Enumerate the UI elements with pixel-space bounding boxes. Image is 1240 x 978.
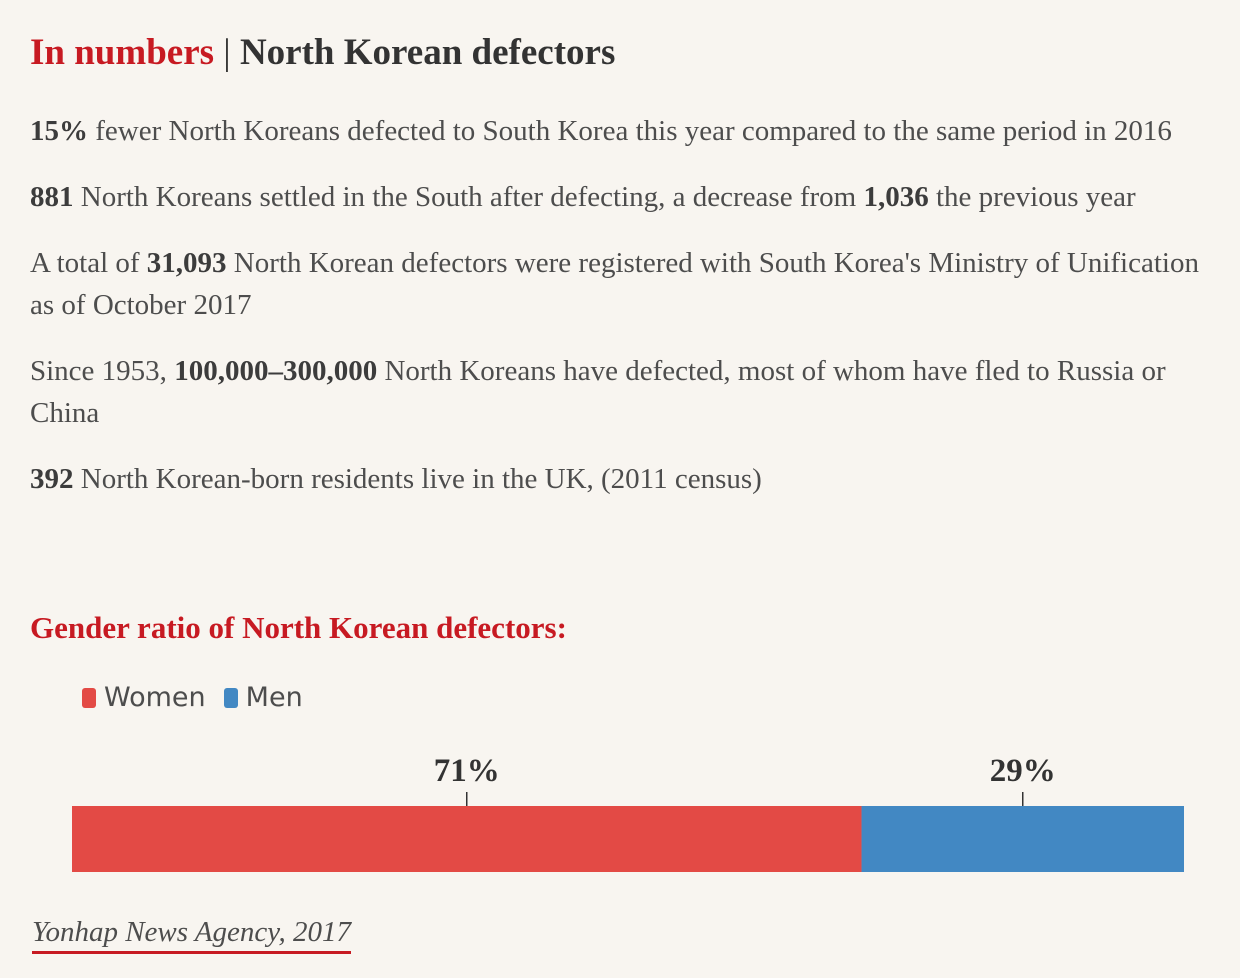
title-separator: | [223,32,231,73]
fact-item: 15% fewer North Koreans defected to Sout… [30,115,1172,147]
legend-item-men: Men [223,682,303,713]
legend-swatch-men [223,687,238,708]
title-accent: In numbers [30,32,215,73]
bar-segment-women [72,806,862,872]
data-label-women: 71% [434,753,500,789]
chart-legend: Women Men [82,682,321,713]
legend-swatch-women [82,687,96,708]
fact-item: Since 1953, 100,000–300,000 North Korean… [30,355,1166,429]
gender-ratio-chart: 71% 29% [72,753,1184,872]
legend-label-men: Men [245,682,303,713]
facts-list: 15% fewer North Koreans defected to Sout… [30,110,1210,524]
legend-label-women: Women [104,682,206,713]
legend-item-women: Women [82,682,206,713]
title-main: North Korean defectors [239,32,616,73]
page-title: In numbers | North Korean defectors [30,31,615,75]
fact-item: A total of 31,093 North Korean defectors… [30,247,1199,321]
fact-item: 392 North Korean-born residents live in … [30,463,762,495]
source-link[interactable]: Yonhap News Agency, 2017 [32,915,352,954]
chart-title: Gender ratio of North Korean defectors: [30,610,567,645]
bar-segment-men [861,806,1184,872]
fact-item: 881 North Koreans settled in the South a… [30,181,1136,213]
data-label-men: 29% [990,753,1056,789]
